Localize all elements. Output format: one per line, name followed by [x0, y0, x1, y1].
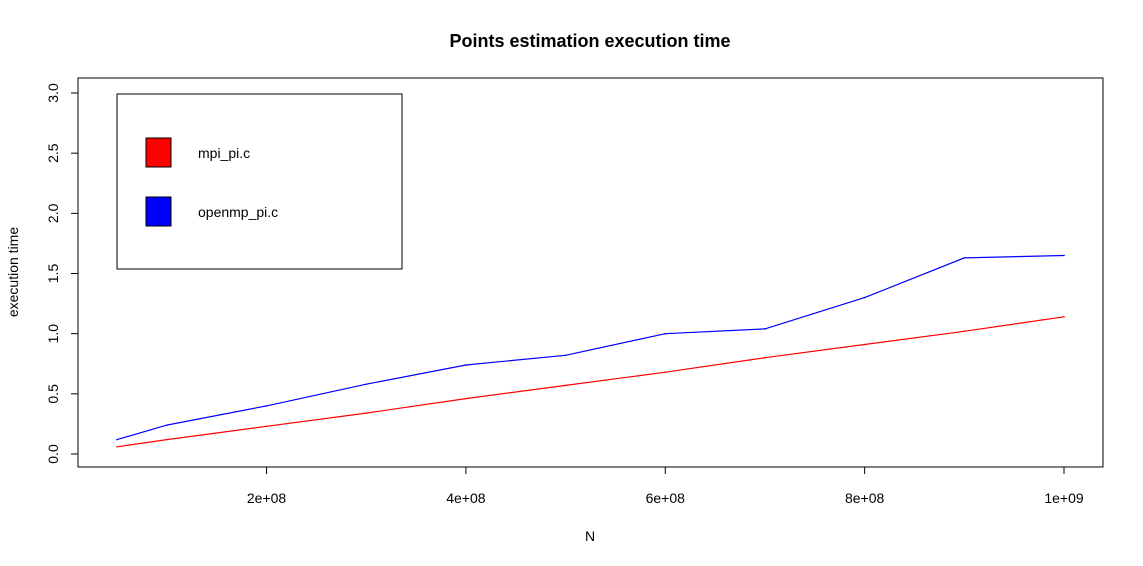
series-layer — [116, 254, 1065, 448]
data-point — [863, 343, 866, 346]
y-axis-label: execution time — [5, 227, 21, 317]
legend-swatch — [145, 196, 172, 227]
legend-label: openmp_pi.c — [198, 204, 278, 220]
x-tick-label: 6e+08 — [646, 490, 686, 506]
data-point — [365, 412, 368, 414]
data-point — [465, 397, 467, 400]
data-point — [1063, 316, 1065, 318]
y-axis: 0.0 0.5 1.0 1.5 2.0 2.5 3.0 — [45, 83, 79, 464]
legend-box — [116, 93, 403, 270]
data-point — [564, 354, 567, 357]
y-tick-label: 0.5 — [45, 384, 61, 404]
data-point — [365, 383, 368, 386]
data-point — [764, 356, 766, 359]
series-line-2 — [116, 254, 1065, 441]
x-tick-label: 4e+08 — [446, 490, 486, 506]
chart-title: Points estimation execution time — [449, 31, 730, 51]
x-tick-label: 8e+08 — [845, 490, 885, 506]
data-point — [1063, 254, 1065, 257]
y-tick-label: 1.0 — [45, 324, 61, 344]
y-tick-label: 1.5 — [45, 264, 61, 284]
x-tick-label: 2e+08 — [247, 490, 287, 506]
data-point — [664, 371, 667, 373]
legend: mpi_pi.c openmp_pi.c — [116, 93, 403, 270]
data-point — [465, 364, 467, 366]
data-point — [963, 330, 966, 333]
data-point — [963, 257, 966, 259]
data-point — [664, 332, 667, 335]
data-point — [116, 445, 118, 448]
y-tick-label: 2.5 — [45, 143, 61, 163]
data-point — [564, 384, 567, 387]
legend-swatch — [145, 137, 172, 168]
x-axis: 2e+08 4e+08 6e+08 8e+08 1e+09 — [247, 466, 1084, 506]
series-line-1 — [116, 316, 1065, 448]
data-point — [265, 405, 268, 407]
data-point — [166, 424, 168, 426]
y-tick-label: 0.0 — [45, 444, 61, 464]
legend-label: mpi_pi.c — [198, 145, 250, 161]
y-tick-label: 3.0 — [45, 83, 61, 103]
y-tick-label: 2.0 — [45, 203, 61, 223]
x-axis-label: N — [585, 528, 595, 544]
data-point — [116, 438, 118, 441]
x-tick-label: 1e+09 — [1044, 490, 1084, 506]
data-point — [166, 438, 168, 441]
data-point — [265, 425, 268, 428]
data-point — [863, 296, 866, 299]
data-point — [764, 328, 766, 330]
